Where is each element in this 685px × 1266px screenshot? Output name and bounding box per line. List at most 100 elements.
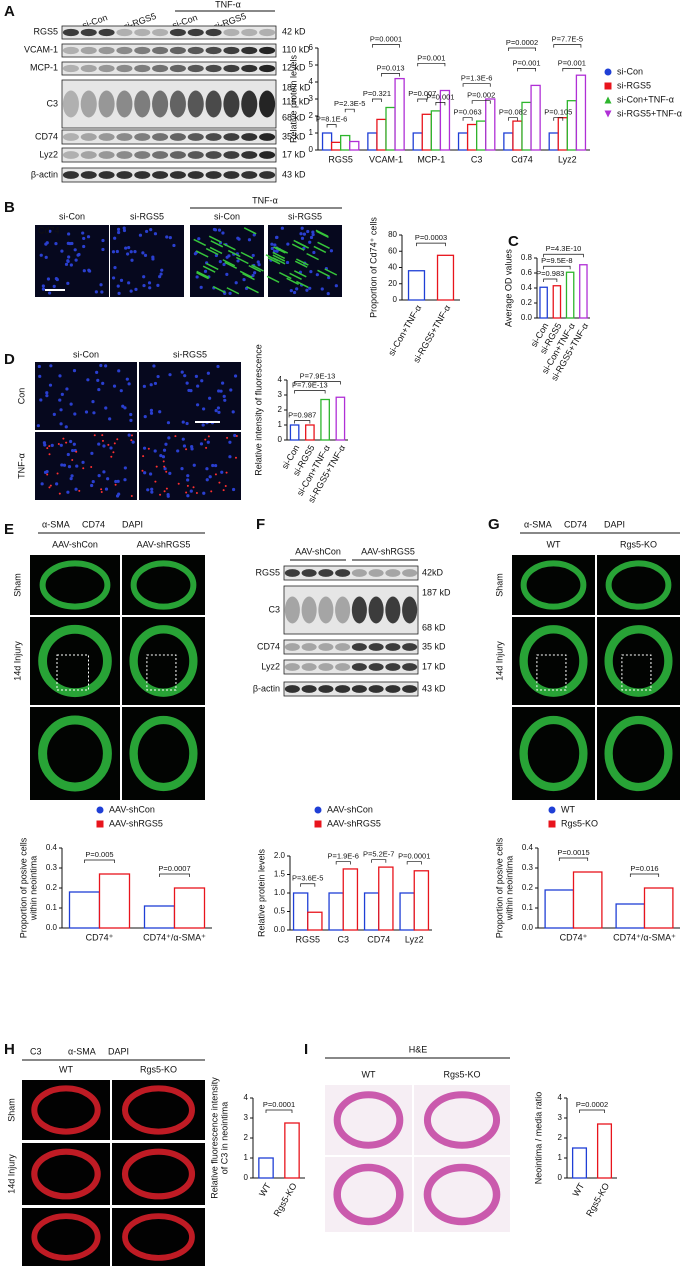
band <box>259 90 276 118</box>
signal <box>62 437 65 440</box>
vessel-ring <box>122 1085 195 1135</box>
nucleus <box>66 490 70 494</box>
band <box>284 663 300 671</box>
band <box>385 569 401 577</box>
p-value: P=0.002 <box>467 91 495 100</box>
bar <box>68 891 101 929</box>
fiber <box>294 260 308 268</box>
nucleus <box>150 490 154 494</box>
size-label: 43 kD <box>282 169 306 179</box>
nucleus <box>72 369 77 373</box>
signal <box>185 448 188 451</box>
stain-label: DAPI <box>122 519 143 529</box>
x-tick-label: Cd74 <box>511 154 533 164</box>
fiber <box>195 250 209 258</box>
nucleus <box>197 237 201 241</box>
nucleus <box>60 392 64 396</box>
fiber <box>324 268 338 276</box>
bar <box>378 866 394 931</box>
p-value: P=5.2E-7 <box>363 850 394 859</box>
band <box>134 133 151 141</box>
nucleus <box>251 253 255 258</box>
nucleus <box>156 283 160 287</box>
nucleus <box>231 487 236 492</box>
y-tick-label: 2 <box>309 111 314 120</box>
nucleus <box>82 269 86 273</box>
nucleus <box>129 250 133 254</box>
vessel-ring <box>38 715 112 792</box>
y-tick-label: 0.2 <box>521 298 533 307</box>
bar <box>572 871 603 929</box>
nucleus <box>149 227 153 232</box>
p-value: P=0.001 <box>558 58 586 67</box>
nucleus <box>156 374 160 379</box>
fiber <box>202 265 216 273</box>
nucleus <box>221 231 225 235</box>
band <box>351 569 367 577</box>
significance-bracket <box>417 62 446 67</box>
band <box>116 64 133 73</box>
stain-label: C3 <box>30 1046 42 1056</box>
nucleus <box>285 260 290 265</box>
band <box>116 28 133 37</box>
nucleus <box>37 364 41 369</box>
band <box>259 64 276 73</box>
nucleus <box>73 412 77 416</box>
significance-bracket <box>543 265 571 270</box>
bar <box>530 84 541 151</box>
blot <box>283 565 419 581</box>
p-value: P=8.1E-6 <box>316 114 347 123</box>
nucleus <box>180 370 184 374</box>
band <box>318 663 334 671</box>
nucleus <box>286 242 290 246</box>
bar <box>457 132 469 151</box>
nucleus <box>59 408 63 412</box>
nucleus <box>196 384 200 388</box>
significance-bracket <box>508 117 518 121</box>
signal <box>114 483 117 486</box>
bar <box>98 873 131 929</box>
nucleus <box>186 478 190 482</box>
band <box>402 663 418 671</box>
micrograph <box>110 225 184 297</box>
nucleus <box>205 478 209 482</box>
nucleus <box>199 285 203 289</box>
blot <box>283 681 419 697</box>
significance-bracket <box>579 1109 605 1113</box>
band <box>241 90 258 118</box>
nucleus <box>92 411 96 415</box>
signal <box>147 447 150 450</box>
band <box>80 46 97 55</box>
nucleus <box>133 249 137 254</box>
x-tick-label: C3 <box>337 934 349 944</box>
panel-letter: F <box>256 516 265 533</box>
band <box>205 64 222 73</box>
fiber <box>296 280 309 289</box>
nucleus <box>129 418 133 422</box>
bar <box>548 132 559 151</box>
band <box>169 133 186 141</box>
bar <box>436 254 455 301</box>
nucleus <box>45 391 49 395</box>
p-value: P=0.001 <box>426 92 454 101</box>
col-label: AAV-shRGS5 <box>137 539 191 549</box>
nucleus <box>309 270 313 274</box>
nucleus <box>130 258 134 262</box>
y-tick-label: 0.3 <box>46 863 58 872</box>
nucleus <box>168 373 172 377</box>
nucleus <box>172 243 176 248</box>
band <box>62 28 79 37</box>
nucleus <box>127 281 131 285</box>
band <box>134 151 151 159</box>
significance-bracket <box>435 102 446 106</box>
fiber <box>205 262 219 271</box>
nucleus <box>54 276 58 281</box>
nucleus <box>101 247 105 252</box>
band <box>223 133 240 141</box>
row-label: β-actin <box>31 169 58 179</box>
band <box>62 90 79 118</box>
size-label: 187 kD <box>422 587 451 597</box>
bar <box>320 398 330 441</box>
fiber <box>236 256 249 265</box>
nucleus <box>36 424 40 428</box>
